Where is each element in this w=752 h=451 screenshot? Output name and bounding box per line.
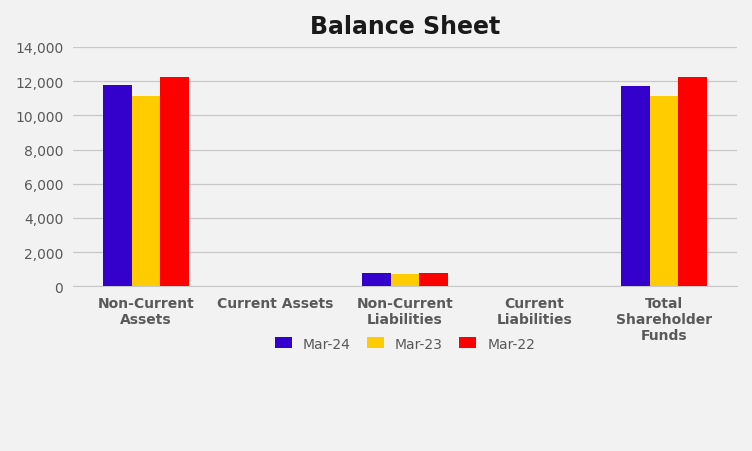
Bar	[160, 78, 189, 287]
Bar	[103, 86, 132, 287]
Bar	[678, 78, 707, 287]
Bar	[419, 273, 447, 287]
Bar	[391, 275, 419, 287]
Bar	[132, 97, 160, 287]
Title: Balance Sheet: Balance Sheet	[310, 15, 500, 39]
Legend: Mar-24, Mar-23, Mar-22: Mar-24, Mar-23, Mar-22	[269, 331, 541, 356]
Bar	[362, 273, 391, 287]
Bar	[621, 87, 650, 287]
Bar	[650, 97, 678, 287]
